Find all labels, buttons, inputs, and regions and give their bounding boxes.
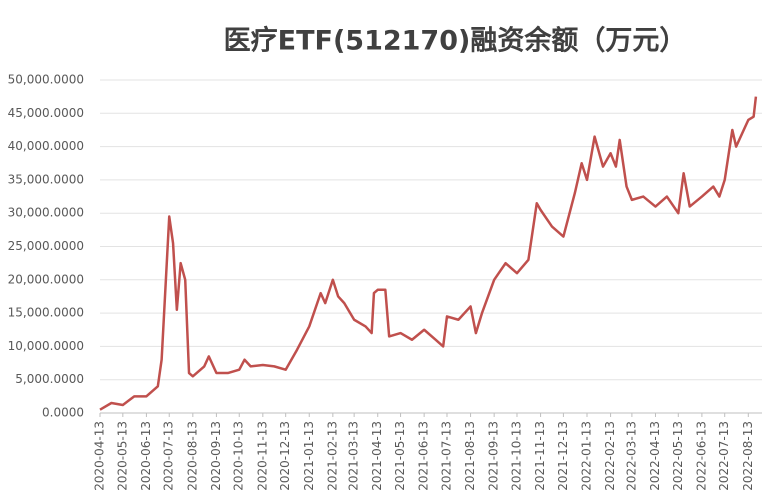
x-tick-label: 2020-04-13 — [93, 421, 107, 491]
x-tick-label: 2021-11-13 — [533, 421, 547, 491]
x-tick-label: 2020-05-13 — [115, 421, 129, 491]
y-tick-label: 5,000.0000 — [15, 372, 84, 386]
x-tick-label: 2020-06-13 — [139, 421, 153, 491]
y-tick-label: 20,000.0000 — [8, 272, 84, 286]
x-tick-label: 2021-08-13 — [463, 421, 477, 491]
x-tick-label: 2022-03-13 — [624, 421, 638, 491]
x-tick-label: 2022-05-13 — [671, 421, 685, 491]
x-tick-label: 2022-04-13 — [648, 421, 662, 491]
y-tick-label: 40,000.0000 — [8, 139, 84, 153]
y-tick-label: 50,000.0000 — [8, 73, 84, 87]
x-tick-label: 2020-09-13 — [209, 421, 223, 491]
x-tick-label: 2020-08-13 — [185, 421, 199, 491]
x-tick-label: 2021-06-13 — [417, 421, 431, 491]
x-tick-label: 2022-06-13 — [694, 421, 708, 491]
x-tick-label: 2021-04-13 — [370, 421, 384, 491]
x-tick-label: 2022-07-13 — [717, 421, 731, 491]
x-tick-label: 2021-05-13 — [393, 421, 407, 491]
x-tick-label: 2021-10-13 — [509, 421, 523, 491]
x-tick-label: 2021-12-13 — [556, 421, 570, 491]
x-tick-label: 2022-08-13 — [741, 421, 755, 491]
x-tick-label: 2021-01-13 — [302, 421, 316, 491]
y-tick-label: 25,000.0000 — [8, 239, 84, 253]
x-tick-label: 2022-02-13 — [603, 421, 617, 491]
y-tick-label: 45,000.0000 — [8, 106, 84, 120]
x-tick-label: 2021-09-13 — [487, 421, 501, 491]
x-tick-label: 2021-03-13 — [347, 421, 361, 491]
y-tick-label: 10,000.0000 — [8, 339, 84, 353]
y-tick-label: 30,000.0000 — [8, 206, 84, 220]
x-tick-label: 2021-02-13 — [325, 421, 339, 491]
x-tick-label: 2022-01-13 — [579, 421, 593, 491]
x-tick-label: 2020-12-13 — [278, 421, 292, 491]
y-tick-label: 15,000.0000 — [8, 306, 84, 320]
x-tick-label: 2020-10-13 — [232, 421, 246, 491]
chart-title: 医疗ETF(512170)融资余额（万元） — [224, 25, 687, 57]
y-tick-label: 0.0000 — [42, 406, 84, 420]
x-tick-label: 2021-07-13 — [439, 421, 453, 491]
y-tick-label: 35,000.0000 — [8, 172, 84, 186]
data-line — [99, 96, 758, 411]
x-tick-label: 2020-11-13 — [255, 421, 269, 491]
x-tick-label: 2020-07-13 — [162, 421, 176, 491]
